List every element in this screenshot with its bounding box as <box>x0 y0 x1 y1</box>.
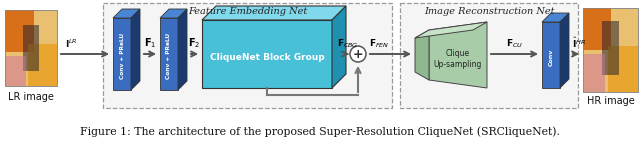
Text: Figure 1: The architecture of the proposed Super-Resolution CliqueNet (SRCliqueN: Figure 1: The architecture of the propos… <box>80 126 560 137</box>
Bar <box>583 8 611 50</box>
Polygon shape <box>202 6 346 20</box>
Bar <box>5 10 57 86</box>
Polygon shape <box>160 9 187 18</box>
Circle shape <box>350 46 366 62</box>
Polygon shape <box>160 18 178 90</box>
Bar <box>28 44 57 86</box>
Text: +: + <box>353 48 364 61</box>
Polygon shape <box>429 22 487 88</box>
Bar <box>23 25 39 71</box>
Bar <box>5 56 26 86</box>
Text: $\mathbf{F}_1$: $\mathbf{F}_1$ <box>144 36 156 50</box>
Polygon shape <box>542 13 569 22</box>
Bar <box>5 10 57 86</box>
Text: $\mathbf{I}^{LR}$: $\mathbf{I}^{LR}$ <box>65 38 78 50</box>
Polygon shape <box>113 9 140 18</box>
Polygon shape <box>202 20 332 88</box>
Polygon shape <box>332 6 346 88</box>
Text: $\hat{\mathbf{I}}^{HR}$: $\hat{\mathbf{I}}^{HR}$ <box>572 35 586 50</box>
Bar <box>608 46 638 92</box>
Text: $\mathbf{F}_{FEN}$: $\mathbf{F}_{FEN}$ <box>369 37 389 50</box>
Bar <box>5 10 34 52</box>
Text: Conv: Conv <box>548 48 554 66</box>
Polygon shape <box>560 13 569 88</box>
Text: Conv + PReLU: Conv + PReLU <box>166 33 172 79</box>
Text: $\mathbf{F}_{CBG}$: $\mathbf{F}_{CBG}$ <box>337 37 358 50</box>
Polygon shape <box>542 22 560 88</box>
Polygon shape <box>178 9 187 90</box>
Bar <box>583 8 638 92</box>
Bar <box>602 21 619 75</box>
Polygon shape <box>415 30 429 80</box>
Bar <box>583 8 638 92</box>
Text: LR image: LR image <box>8 92 54 102</box>
Text: Clique
Up-sampling: Clique Up-sampling <box>434 49 482 69</box>
Text: HR image: HR image <box>587 96 634 106</box>
Text: Conv + PReLU: Conv + PReLU <box>120 33 125 79</box>
Text: CliqueNet Block Group: CliqueNet Block Group <box>210 53 324 62</box>
Text: Image Reconstruction Net: Image Reconstruction Net <box>424 7 554 16</box>
Polygon shape <box>415 22 487 38</box>
Bar <box>400 3 578 108</box>
Polygon shape <box>131 9 140 90</box>
Bar <box>103 3 392 108</box>
Bar <box>583 54 605 92</box>
Text: Feature Embedding Net: Feature Embedding Net <box>188 7 307 16</box>
Text: $\mathbf{F}_{CU}$: $\mathbf{F}_{CU}$ <box>506 37 523 50</box>
Polygon shape <box>113 18 131 90</box>
Text: $\mathbf{F}_2$: $\mathbf{F}_2$ <box>188 36 201 50</box>
